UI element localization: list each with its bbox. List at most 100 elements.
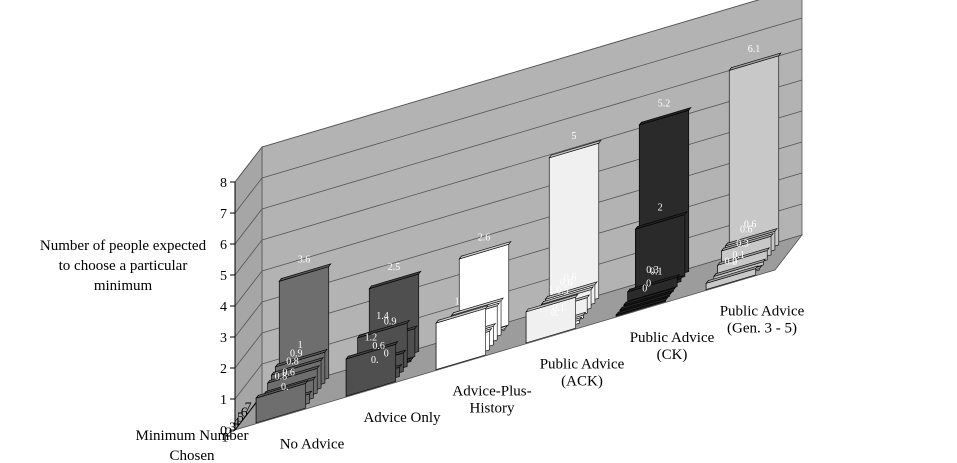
- data-label: 0.6: [564, 273, 577, 284]
- bars: [255, 52, 782, 424]
- bar: [525, 293, 579, 344]
- data-label: 1.5: [455, 296, 468, 307]
- data-label: 0.1: [552, 303, 565, 314]
- data-label: 2.5: [388, 262, 401, 273]
- data-label: 0.: [551, 308, 559, 319]
- data-label: 0: [642, 283, 647, 294]
- gridline: [234, 208, 263, 245]
- x-tick-label: 4: [233, 416, 240, 431]
- x-tick-label: 2: [225, 426, 232, 441]
- series-label: (ACK): [561, 374, 603, 390]
- y-tick-label: 7: [220, 207, 227, 222]
- x-tick-label: 6: [241, 406, 248, 421]
- data-label: 0.6: [462, 314, 475, 325]
- gridline: [234, 332, 263, 369]
- gridline: [234, 239, 263, 276]
- y-tick-label: 5: [220, 269, 227, 284]
- data-label: 0.6: [744, 219, 757, 230]
- data-label: 2.6: [478, 232, 491, 243]
- gridline: [261, 0, 760, 148]
- y-tick-label: 6: [220, 238, 227, 253]
- data-label: 0: [732, 257, 737, 268]
- bar: [615, 297, 669, 318]
- data-label: 1.1: [466, 294, 479, 305]
- y-tick-label: 3: [220, 331, 227, 346]
- series-label: Advice Only: [363, 410, 441, 426]
- data-label: 0.: [281, 382, 289, 393]
- gridline: [234, 301, 263, 338]
- series-label: History: [470, 400, 516, 416]
- data-label: 0.2: [725, 257, 738, 268]
- gridline: [261, 141, 803, 303]
- data-label: 0: [646, 278, 651, 289]
- y-tick-label: 4: [220, 300, 227, 315]
- gridline: [234, 270, 263, 307]
- data-label: 0.6: [372, 341, 385, 352]
- data-label: 5.2: [658, 98, 671, 109]
- bar: [634, 211, 688, 293]
- gridline: [261, 79, 803, 241]
- gridline: [261, 48, 803, 210]
- series-label: (CK): [657, 347, 688, 363]
- series-label: Public Advice: [630, 330, 715, 346]
- series-label: Public Advice: [720, 303, 805, 319]
- data-label: 0.5: [556, 286, 569, 297]
- data-label: 0.9: [384, 317, 397, 328]
- y-axis-label: Number of people expected to choose a par…: [40, 238, 207, 294]
- data-label: 0.3: [736, 239, 749, 250]
- series-label: Public Advice: [540, 357, 625, 373]
- y-tick-label: 8: [220, 176, 227, 191]
- y-tick-label: 1: [220, 393, 227, 408]
- gridline: [261, 17, 803, 179]
- series-label: Advice-Plus-: [452, 383, 531, 399]
- data-label: 1: [548, 285, 553, 296]
- data-label: 0.3: [646, 265, 659, 276]
- data-label: 1.4: [376, 311, 389, 322]
- data-label: 0.1: [650, 266, 663, 277]
- series-label: (Gen. 3 - 5): [727, 320, 797, 336]
- bar: [435, 305, 489, 371]
- x-tick-label: 7: [245, 401, 252, 416]
- data-label: 0.6: [740, 224, 753, 235]
- data-label: 0.6: [282, 368, 295, 379]
- series-label: No Advice: [280, 437, 345, 453]
- data-label: 0.: [371, 355, 379, 366]
- gridlines: [234, 0, 803, 400]
- gridline: [261, 203, 803, 365]
- gridline: [234, 146, 263, 183]
- data-label: 0: [384, 348, 389, 359]
- gridline: [234, 177, 263, 214]
- bar: [626, 273, 681, 303]
- data-label: 0.8: [275, 371, 288, 382]
- series-labels: No Advice Advice Only Advice-Plus-History P…: [280, 303, 805, 452]
- data-label: 2: [658, 203, 663, 214]
- gridline: [234, 363, 263, 400]
- bar: [255, 380, 309, 424]
- x-tick-label: 5: [237, 411, 244, 426]
- gridline: [261, 110, 803, 272]
- bar: [623, 287, 677, 308]
- x-tick-label: 3: [229, 421, 236, 436]
- data-label: 0.8: [286, 356, 299, 367]
- data-label: 1.1: [470, 289, 483, 300]
- data-label: 5: [572, 131, 577, 142]
- y-tick-label: 2: [220, 362, 227, 377]
- data-label: 0.9: [290, 348, 303, 359]
- gridline: [261, 172, 803, 334]
- x-tick-label: 1: [221, 431, 228, 446]
- bar: [705, 265, 759, 291]
- bar: [619, 292, 673, 313]
- data-label: 0.1: [732, 250, 745, 261]
- y-tick-label: 0: [220, 424, 227, 439]
- data-label: 3.6: [298, 255, 311, 266]
- bar: [345, 341, 399, 398]
- data-label: 1: [298, 340, 303, 351]
- data-label: 0: [478, 317, 483, 328]
- data-label: 0.6: [560, 278, 573, 289]
- bar: [716, 247, 771, 276]
- x-axis-label: Minimum Number Chosen: [136, 428, 249, 463]
- data-labels: 6.10.60.60.30.100.25.220.10.30050.60.60.…: [275, 44, 761, 393]
